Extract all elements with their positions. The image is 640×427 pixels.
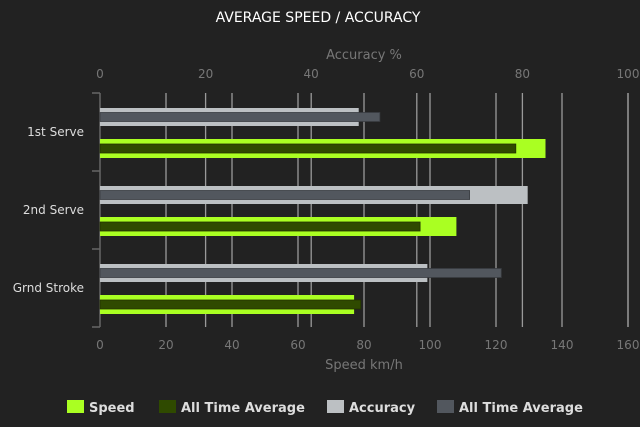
legend-label: All Time Average (459, 401, 583, 416)
tick-label-speed: 160 (617, 338, 640, 352)
tick-label-speed: 140 (551, 338, 574, 352)
tick-label-speed: 100 (419, 338, 442, 352)
bar-accuracy-all-time-average (99, 268, 502, 278)
legend-label: All Time Average (181, 401, 305, 416)
legend-item[interactable]: Accuracy (327, 400, 416, 416)
tick-label-speed: 60 (290, 338, 305, 352)
bottom-axis-label: Speed km/h (325, 358, 403, 373)
tick-label-speed: 20 (158, 338, 173, 352)
legend-swatch (437, 400, 454, 413)
legend-swatch (159, 400, 176, 413)
tick-label-accuracy: 60 (409, 67, 424, 81)
legend-swatch (327, 400, 344, 413)
bar-speed-all-time-average (99, 299, 362, 310)
bar-speed-all-time-average (99, 221, 421, 232)
tick-label-accuracy: 0 (96, 67, 104, 81)
legend-item[interactable]: All Time Average (159, 400, 305, 416)
tick-label-speed: 0 (96, 338, 104, 352)
tick-label-accuracy: 80 (515, 67, 530, 81)
legend-item[interactable]: All Time Average (437, 400, 583, 416)
tick-label-accuracy: 100 (617, 67, 640, 81)
legend-label: Accuracy (349, 401, 416, 416)
top-axis-label: Accuracy % (326, 48, 402, 63)
category-label: 2nd Serve (23, 203, 84, 217)
legend-swatch (67, 400, 84, 413)
category-label: Grnd Stroke (13, 281, 84, 295)
tick-label-accuracy: 20 (198, 67, 213, 81)
bar-speed-all-time-average (99, 143, 517, 154)
legend-item[interactable]: Speed (67, 400, 135, 416)
category-label: 1st Serve (27, 125, 84, 139)
tick-label-speed: 120 (485, 338, 508, 352)
bar-accuracy-all-time-average (99, 190, 471, 200)
bar-accuracy-all-time-average (99, 112, 381, 122)
legend-label: Speed (89, 401, 135, 416)
tick-label-speed: 80 (356, 338, 371, 352)
chart-title: AVERAGE SPEED / ACCURACY (216, 10, 421, 26)
tick-label-accuracy: 40 (304, 67, 319, 81)
tick-label-speed: 40 (224, 338, 239, 352)
